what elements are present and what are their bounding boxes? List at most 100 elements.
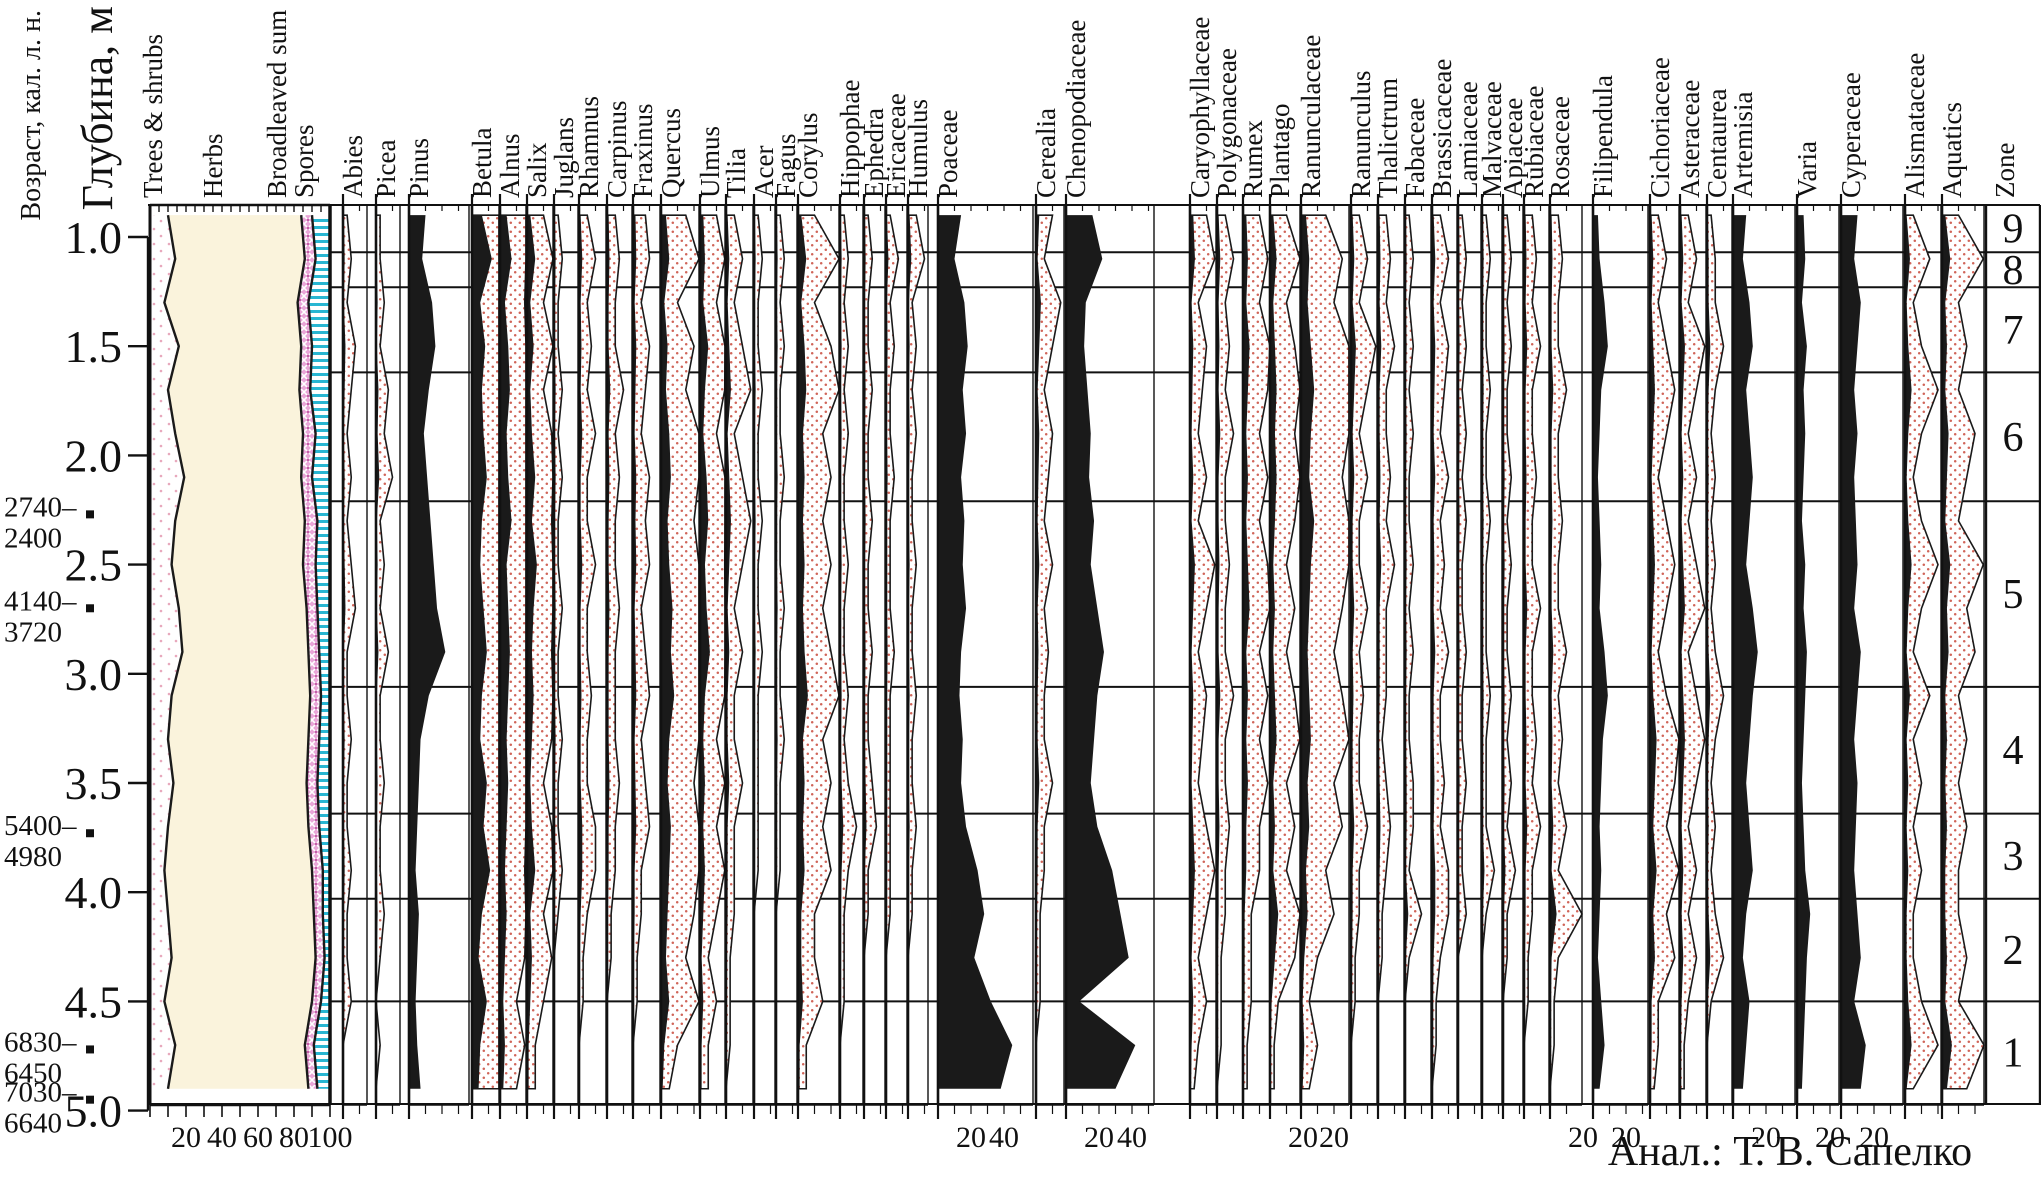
taxon-column-centaurea: Centaurea [1702,89,1733,1119]
taxon-label: Juglans [549,117,579,198]
exaggerated-silhouette [725,214,752,1089]
taxon-column-thalictrum: Thalictrum [1373,78,1405,1119]
taxon-column-picea: Picea [371,140,401,1119]
taxon-column-hippophae: Hippophae [835,80,865,1119]
zone-column: Zone 98 7 6 5 4 3 2 1 [1984,143,2041,1105]
taxon-column-aquatics: Aquatics [1937,102,1985,1119]
exaggerated-silhouette [1189,214,1216,1090]
depth-tick-label: 4.5 [65,976,123,1027]
taxon-column-pinus: Pinus [404,138,470,1119]
taxon-label: Rhamnus [574,96,604,198]
summary-curve [296,215,317,1089]
taxon-column-fagus: Fagus [771,133,801,1119]
taxon-label: Hippophae [835,80,865,198]
column-scale-label: 20 [1288,1121,1318,1154]
exaggerated-silhouette [1904,214,1939,1090]
depth-tick-label: 1.0 [65,212,123,263]
taxon-label: Ranunculaceae [1296,35,1326,198]
taxon-column-asteraceae: Asteraceae [1675,80,1707,1119]
column-scale-label: 20 [1084,1121,1114,1154]
taxon-label: Carpinus [602,101,632,199]
summary-group-label: Trees & shrubs [138,34,168,198]
taxon-column-brassicaceae: Brassicaceae [1427,59,1458,1119]
taxon-column-juglans: Juglans [549,117,579,1119]
pollen-silhouette [1301,215,1315,1089]
age-marker-dot [86,510,94,519]
depth-tick-label: 2.5 [65,540,123,591]
taxon-column-caryophyllaceae: Caryophyllaceae [1185,17,1217,1119]
taxon-column-corylus: Corylus [793,112,840,1119]
taxon-label: Acer [749,146,779,198]
taxon-column-cyperaceae: 20 Cyperaceae [1836,72,1904,1154]
taxon-column-chenopodiaceae: 20 40 Chenopodiaceae [1061,20,1155,1154]
zone-number: 1 [2003,1031,2024,1077]
taxon-label: Corylus [793,112,823,198]
depth-axis: 1.0 1.5 2.0 2.5 3.0 3.5 4.0 4.5 5.0 [65,212,150,1137]
taxon-label: Rubiaceae [1519,86,1549,198]
depth-axis-title: Глубина, м [73,6,122,211]
pollen-silhouette [1593,215,1608,1089]
taxon-column-acer: Acer [749,146,779,1119]
summary-group-label: Spores [289,125,319,199]
pollen-silhouette [1066,215,1136,1089]
taxon-label: Poaceae [933,110,963,198]
exaggerated-silhouette [1502,214,1517,1089]
taxon-column-ulmus: Ulmus [695,126,726,1119]
age-range-top: 5400– [4,810,77,842]
taxon-label: Caryophyllaceae [1185,17,1215,198]
depth-tick-label: 3.0 [65,649,123,700]
exaggerated-silhouette [1035,214,1062,1089]
summary-scale-label: 80 [279,1121,309,1154]
taxon-label: Pinus [404,138,434,198]
age-range-bottom: 6450 [4,1057,62,1089]
taxon-label: Fraxinus [628,104,658,199]
summary-scale-label: 20 [171,1121,201,1154]
exaggerated-silhouette [375,214,394,1089]
taxon-column-alnus: Alnus [495,133,527,1119]
column-scale-label: 40 [989,1121,1019,1154]
taxon-label: Brassicaceae [1427,59,1457,198]
taxon-label: Quercus [656,108,686,198]
taxon-column-quercus: Quercus [656,108,700,1119]
taxon-label: Ephedra [859,108,889,198]
taxon-label: Cerealia [1031,108,1061,198]
taxon-column-rumex: Rumex [1238,120,1271,1119]
exaggerated-silhouette [1549,214,1583,1089]
taxon-label: Rumex [1238,120,1268,198]
summary-curve [307,215,326,1089]
taxon-label: Rosaceae [1545,96,1575,198]
taxon-column-cerealia: Cerealia [1031,108,1065,1119]
column-scale-label: 20 [1611,1121,1641,1154]
taxon-label: Ranunculus [1346,71,1376,199]
taxon-column-tilia: Tilia [721,148,754,1119]
age-range-top: 6830– [4,1026,77,1058]
zone-number: 2 [2003,928,2024,974]
zone-number: 6 [2003,415,2024,461]
taxon-label: Malvaceae [1477,81,1507,198]
summary-band-broadleaved [297,215,325,1089]
taxon-label: Polygonaceae [1212,48,1242,198]
exaggerated-silhouette [885,214,900,1089]
exaggerated-silhouette [1481,214,1496,1089]
taxon-label: Alnus [495,133,525,198]
taxon-label: Apiaceae [1498,98,1528,198]
summary-curve [163,214,186,1089]
summary-band-trees-shrubs [150,215,185,1089]
age-axis-title: Возраст, кал. л. н. [16,10,47,221]
age-marker-dot [86,829,94,838]
depth-tick-label: 3.5 [65,758,123,809]
zone-number: 4 [2003,728,2024,774]
taxon-label: Asteraceae [1675,80,1705,198]
taxon-label: Ulmus [695,126,725,198]
zone-number: 7 [2003,308,2024,354]
depth-tick-label: 4.0 [65,867,123,918]
age-marker-dot [86,1045,94,1054]
taxon-label: Humulus [903,99,933,198]
taxon-label: Lamiaceae [1453,81,1483,198]
column-scale-label: 20 [1319,1121,1349,1154]
pollen-silhouette [1841,215,1866,1089]
taxon-label: Varia [1792,141,1822,198]
